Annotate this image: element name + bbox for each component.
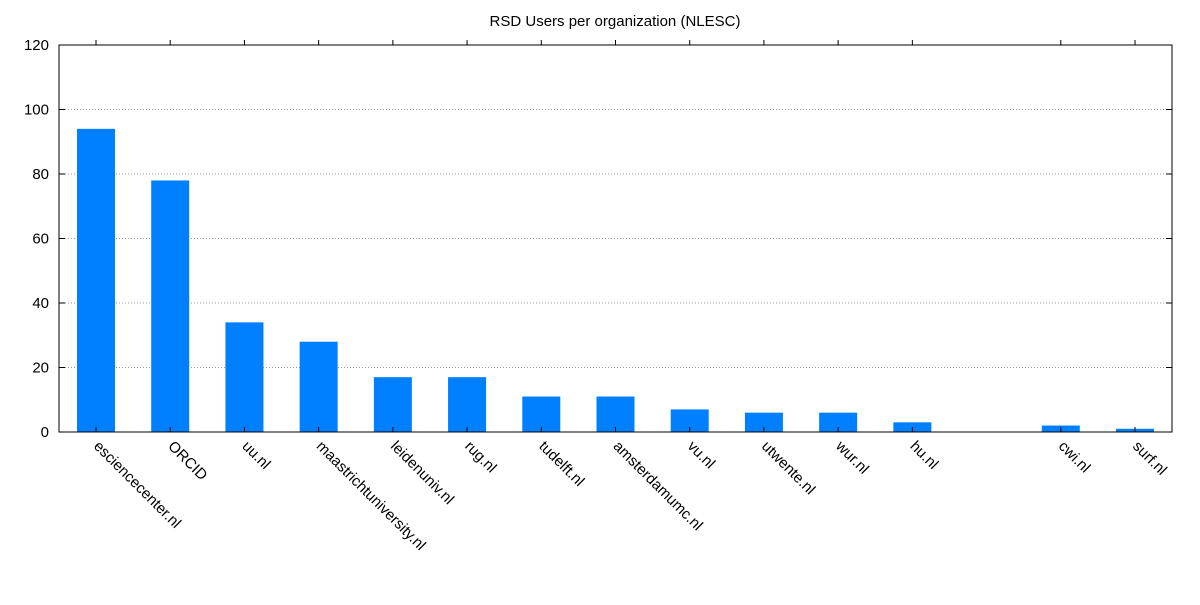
- y-tick-label: 60: [32, 231, 49, 248]
- x-tick-label: utwente.nl: [758, 438, 818, 498]
- bar: [448, 377, 487, 432]
- bar: [670, 409, 709, 432]
- x-tick-label: surf.nl: [1129, 438, 1170, 479]
- grid-layer: [59, 109, 1172, 368]
- x-tick-label: vu.nl: [684, 438, 718, 472]
- bar: [819, 412, 858, 432]
- bar: [225, 322, 264, 432]
- bar: [522, 396, 561, 432]
- x-tick-label: tudelft.nl: [535, 438, 587, 490]
- y-tick-label: 20: [32, 360, 49, 377]
- x-tick-label: uu.nl: [239, 438, 274, 473]
- y-tick-labels: 0 20 40 60 80 100 120: [24, 37, 49, 441]
- bar: [373, 377, 412, 432]
- x-tick-label: leidenuniv.nl: [387, 438, 457, 508]
- chart-title: RSD Users per organization (NLESC): [490, 13, 741, 30]
- y-tick-label: 100: [24, 102, 49, 119]
- bar: [77, 128, 115, 432]
- y-tick-label: 80: [32, 166, 49, 183]
- y-tick-label: 120: [24, 37, 49, 54]
- axes-layer: [58, 40, 1173, 433]
- bars-layer: [77, 128, 1154, 432]
- bar: [151, 180, 190, 432]
- x-tick-label: cwi.nl: [1055, 438, 1094, 477]
- y-tick-label: 40: [32, 295, 49, 312]
- bar: [299, 341, 338, 432]
- y-tick-label: 0: [41, 424, 49, 441]
- bar: [596, 396, 635, 432]
- x-tick-label: rug.nl: [461, 438, 500, 477]
- x-tick-label: hu.nl: [907, 438, 942, 473]
- bar: [744, 412, 783, 432]
- plot-frame: [58, 44, 1173, 433]
- x-tick-label: ORCID: [164, 438, 210, 484]
- x-tick-label: wur.nl: [832, 437, 872, 477]
